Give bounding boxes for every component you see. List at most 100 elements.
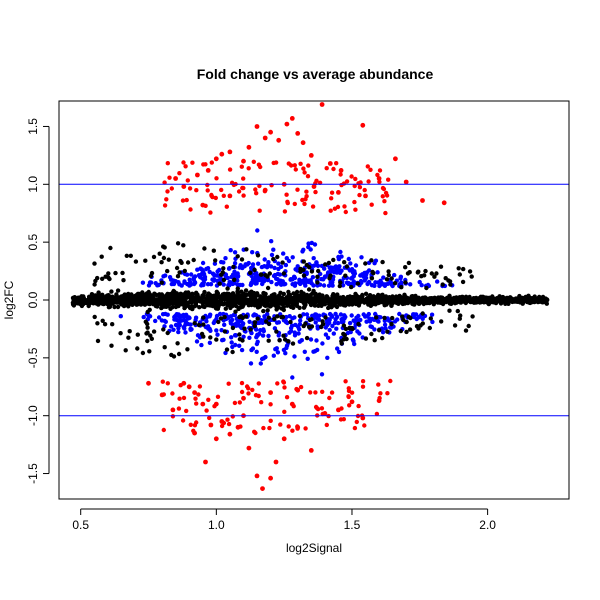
data-point bbox=[246, 391, 251, 396]
data-point bbox=[237, 314, 242, 320]
data-point bbox=[200, 401, 206, 407]
data-point bbox=[398, 276, 403, 281]
data-point bbox=[280, 296, 286, 302]
data-point bbox=[327, 327, 332, 333]
data-point bbox=[170, 391, 175, 396]
data-point bbox=[342, 313, 347, 318]
data-point bbox=[266, 262, 271, 267]
data-point bbox=[192, 321, 197, 326]
data-point bbox=[241, 158, 246, 164]
data-point bbox=[195, 172, 200, 178]
data-point bbox=[339, 297, 345, 303]
data-point bbox=[249, 281, 254, 286]
data-point bbox=[250, 262, 256, 267]
data-point bbox=[353, 176, 358, 182]
data-point bbox=[447, 308, 452, 313]
data-point bbox=[312, 303, 318, 308]
data-point bbox=[408, 315, 413, 321]
data-point bbox=[250, 291, 255, 296]
data-point bbox=[269, 239, 274, 244]
data-point bbox=[335, 204, 341, 210]
data-point bbox=[316, 297, 321, 302]
y-tick-label: 1.5 bbox=[26, 118, 40, 135]
data-point bbox=[201, 162, 206, 167]
data-point bbox=[121, 278, 126, 283]
data-point bbox=[221, 277, 227, 283]
data-point bbox=[252, 267, 257, 273]
data-point bbox=[412, 296, 417, 301]
data-point bbox=[319, 303, 324, 308]
data-point bbox=[327, 161, 333, 166]
data-point bbox=[161, 274, 166, 279]
data-point bbox=[374, 315, 379, 320]
data-point bbox=[308, 390, 313, 395]
data-point bbox=[184, 301, 189, 307]
data-point bbox=[338, 249, 343, 255]
data-point bbox=[246, 386, 251, 391]
data-point bbox=[185, 178, 190, 183]
data-point bbox=[348, 261, 353, 266]
data-point bbox=[373, 258, 379, 263]
data-point bbox=[272, 316, 277, 322]
data-point bbox=[297, 313, 303, 319]
data-point bbox=[118, 331, 123, 336]
data-point bbox=[253, 393, 259, 398]
x-tick-label: 2.0 bbox=[479, 518, 496, 532]
data-point bbox=[92, 261, 97, 266]
data-point bbox=[181, 395, 187, 401]
data-point bbox=[386, 318, 392, 323]
data-point bbox=[208, 328, 213, 333]
data-point bbox=[156, 315, 162, 320]
data-point bbox=[105, 300, 110, 305]
data-point bbox=[374, 411, 380, 417]
data-point bbox=[271, 247, 276, 252]
data-point bbox=[467, 294, 472, 300]
data-point bbox=[388, 378, 393, 384]
data-point bbox=[232, 269, 237, 274]
data-point bbox=[255, 292, 260, 298]
data-point bbox=[153, 318, 158, 324]
data-point bbox=[183, 330, 188, 335]
data-point bbox=[273, 347, 278, 352]
data-point bbox=[194, 339, 200, 344]
data-point bbox=[192, 390, 198, 395]
data-point bbox=[236, 293, 241, 298]
data-point bbox=[335, 346, 340, 351]
data-point bbox=[232, 297, 237, 302]
data-point bbox=[311, 256, 316, 261]
data-point bbox=[221, 282, 226, 287]
data-point bbox=[251, 159, 256, 164]
data-point bbox=[320, 389, 325, 394]
data-point bbox=[210, 194, 215, 200]
data-point bbox=[358, 180, 363, 185]
data-point bbox=[249, 265, 254, 271]
data-point bbox=[232, 333, 238, 338]
data-point bbox=[241, 395, 246, 401]
data-point bbox=[299, 280, 304, 285]
data-point bbox=[266, 333, 271, 339]
data-point bbox=[142, 292, 147, 297]
data-point bbox=[342, 333, 347, 338]
data-point bbox=[117, 300, 123, 305]
data-point bbox=[284, 256, 289, 261]
data-point bbox=[276, 137, 282, 143]
data-point bbox=[197, 384, 203, 389]
data-point bbox=[352, 271, 358, 276]
data-point bbox=[282, 385, 287, 390]
data-point bbox=[226, 421, 232, 427]
data-point bbox=[301, 297, 306, 302]
data-point bbox=[284, 192, 289, 197]
data-point bbox=[107, 276, 112, 282]
data-point bbox=[213, 258, 218, 263]
data-point bbox=[389, 276, 394, 281]
data-point bbox=[375, 270, 380, 275]
data-point bbox=[182, 268, 187, 274]
data-point bbox=[218, 316, 224, 321]
data-point bbox=[219, 259, 224, 265]
data-point bbox=[312, 242, 318, 247]
data-point bbox=[230, 303, 235, 309]
data-point bbox=[159, 280, 164, 285]
data-point bbox=[266, 338, 271, 343]
data-point bbox=[185, 281, 190, 287]
data-point bbox=[182, 305, 187, 311]
